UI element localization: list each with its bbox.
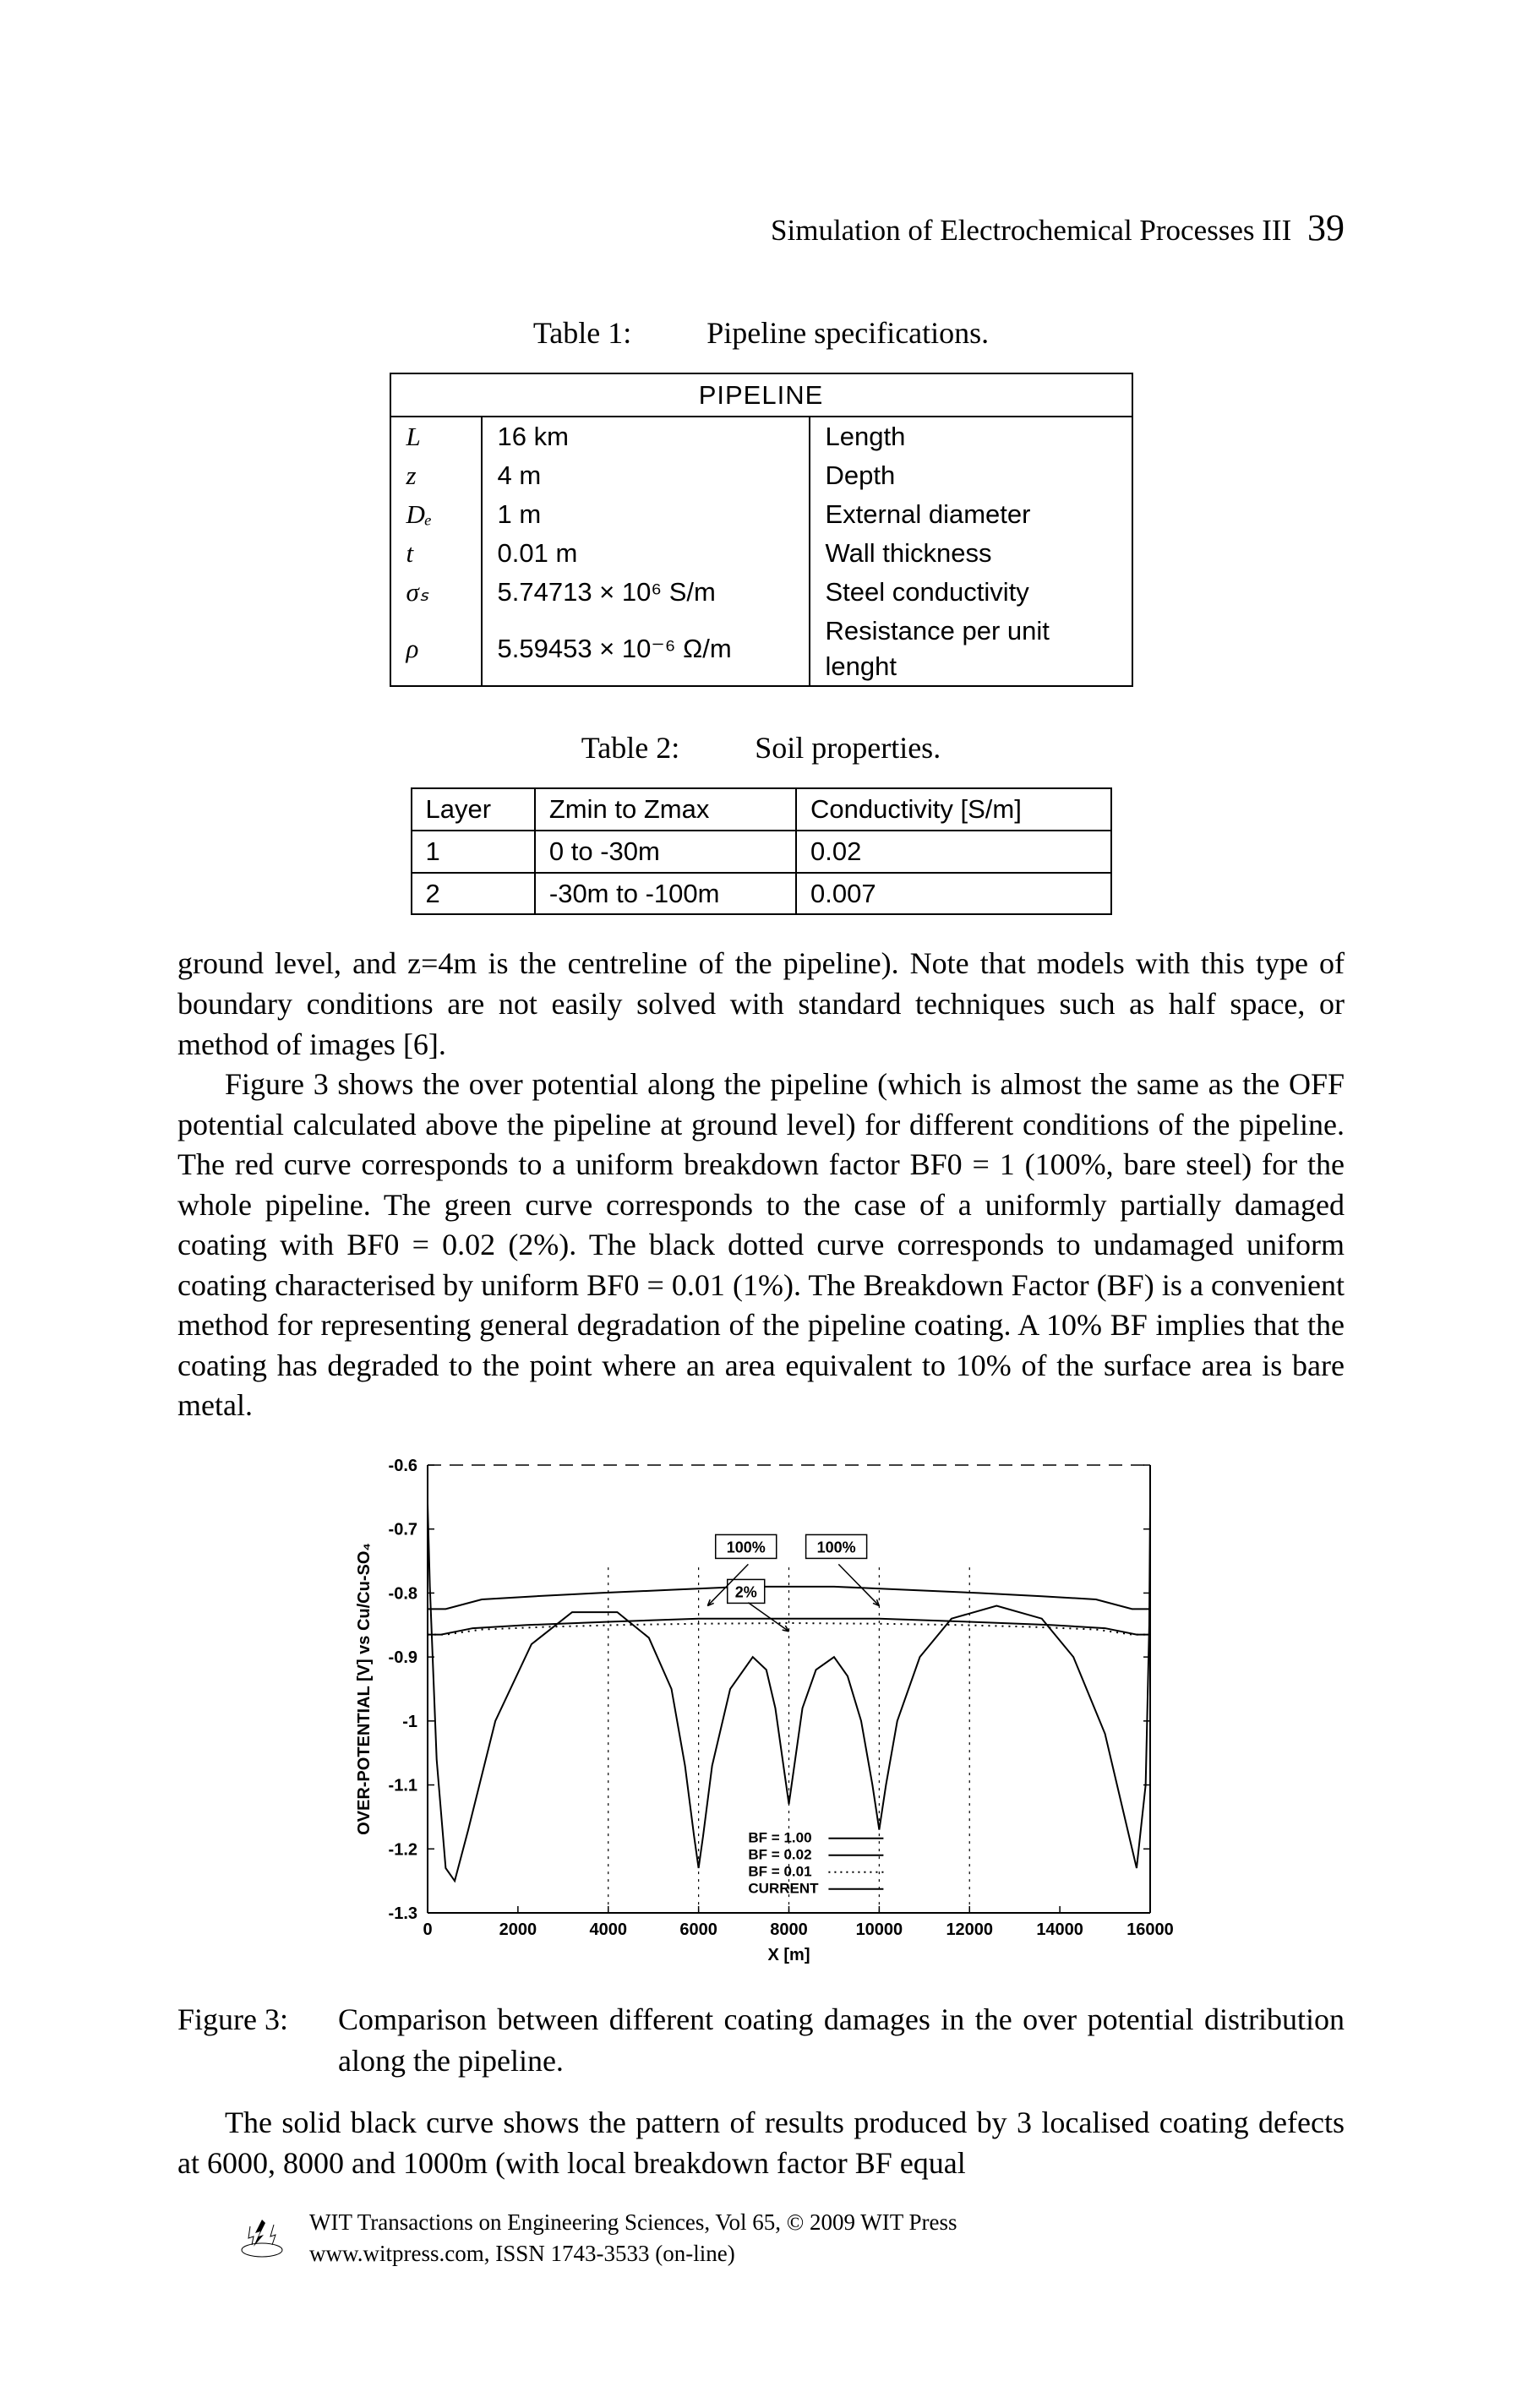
cell-symbol: Dₑ bbox=[390, 495, 482, 534]
table1-title: Pipeline specifications. bbox=[706, 316, 989, 350]
svg-text:12000: 12000 bbox=[946, 1920, 993, 1939]
cell-value: 16 km bbox=[482, 417, 810, 456]
column-header: Layer bbox=[412, 788, 535, 831]
cell: 1 bbox=[412, 831, 535, 873]
table-row: σₛ5.74713 × 10⁶ S/mSteel conductivity bbox=[390, 573, 1132, 612]
svg-text:BF = 1.00: BF = 1.00 bbox=[748, 1829, 811, 1845]
table-row: 2-30m to -100m0.007 bbox=[412, 873, 1111, 915]
table2-label: Table 2: bbox=[581, 727, 679, 769]
column-header: Zmin to Zmax bbox=[535, 788, 796, 831]
table2-caption: Table 2: Soil properties. bbox=[177, 727, 1345, 769]
cell-symbol: z bbox=[390, 456, 482, 495]
cell-symbol: L bbox=[390, 417, 482, 456]
cell-desc: Wall thickness bbox=[810, 534, 1132, 573]
svg-text:-1.1: -1.1 bbox=[388, 1776, 417, 1795]
pipeline-table-title: PIPELINE bbox=[390, 373, 1132, 417]
cell: 0 to -30m bbox=[535, 831, 796, 873]
cell: 2 bbox=[412, 873, 535, 915]
cell: 0.02 bbox=[796, 831, 1110, 873]
svg-text:10000: 10000 bbox=[855, 1920, 903, 1939]
table2-title: Soil properties. bbox=[755, 731, 941, 765]
figure3-label: Figure 3: bbox=[177, 1999, 338, 2081]
cell-value: 1 m bbox=[482, 495, 810, 534]
svg-text:16000: 16000 bbox=[1126, 1920, 1174, 1939]
pipeline-table: PIPELINE L16 kmLengthz4 mDepthDₑ1 mExter… bbox=[390, 373, 1133, 688]
footer-text: WIT Transactions on Engineering Sciences… bbox=[309, 2207, 957, 2269]
figure3-svg: -1.3 -1.2 -1.1 -1 -0.9 -0.8 -0.7 -0.6 0 2000 4000 6… bbox=[347, 1448, 1176, 1972]
main-content: Table 1: Pipeline specifications. PIPELI… bbox=[177, 313, 1345, 2183]
figure3-caption: Figure 3: Comparison between different c… bbox=[177, 1999, 1345, 2081]
table1-caption: Table 1: Pipeline specifications. bbox=[177, 313, 1345, 354]
table-row: t0.01 mWall thickness bbox=[390, 534, 1132, 573]
svg-text:-0.6: -0.6 bbox=[388, 1457, 417, 1475]
footer: WIT Transactions on Engineering Sciences… bbox=[237, 2207, 957, 2269]
cell-desc: Steel conductivity bbox=[810, 573, 1132, 612]
table-row: Dₑ1 mExternal diameter bbox=[390, 495, 1132, 534]
table-row: ρ5.59453 × 10⁻⁶ Ω/mResistance per unit l… bbox=[390, 612, 1132, 687]
svg-text:6000: 6000 bbox=[679, 1920, 717, 1939]
svg-text:-0.7: -0.7 bbox=[388, 1520, 417, 1539]
svg-text:100%: 100% bbox=[816, 1539, 855, 1555]
cell-symbol: t bbox=[390, 534, 482, 573]
svg-text:2000: 2000 bbox=[499, 1920, 537, 1939]
table1-label: Table 1: bbox=[533, 313, 631, 354]
cell-symbol: ρ bbox=[390, 612, 482, 687]
footer-line1: WIT Transactions on Engineering Sciences… bbox=[309, 2209, 957, 2235]
cell-value: 0.01 m bbox=[482, 534, 810, 573]
footer-line2: www.witpress.com, ISSN 1743-3533 (on-lin… bbox=[309, 2241, 735, 2266]
cell-desc: Length bbox=[810, 417, 1132, 456]
svg-text:-1: -1 bbox=[402, 1713, 417, 1731]
wit-logo-icon bbox=[237, 2216, 287, 2260]
figure3-chart: -1.3 -1.2 -1.1 -1 -0.9 -0.8 -0.7 -0.6 0 2000 4000 6… bbox=[347, 1448, 1176, 1982]
soil-table: LayerZmin to ZmaxConductivity [S/m] 10 t… bbox=[411, 787, 1112, 916]
paragraph-1: ground level, and z=4m is the centreline… bbox=[177, 944, 1345, 1065]
cell-symbol: σₛ bbox=[390, 573, 482, 612]
svg-text:BF = 0.02: BF = 0.02 bbox=[748, 1846, 811, 1862]
svg-text:-1.2: -1.2 bbox=[388, 1840, 417, 1859]
running-title: Simulation of Electrochemical Processes … bbox=[771, 214, 1291, 247]
svg-text:2%: 2% bbox=[734, 1583, 756, 1600]
running-head: Simulation of Electrochemical Processes … bbox=[771, 203, 1345, 253]
table-row: L16 kmLength bbox=[390, 417, 1132, 456]
svg-text:14000: 14000 bbox=[1036, 1920, 1083, 1939]
svg-text:0: 0 bbox=[423, 1920, 432, 1939]
cell-desc: External diameter bbox=[810, 495, 1132, 534]
paragraph-2: Figure 3 shows the over potential along … bbox=[177, 1065, 1345, 1426]
cell-desc: Resistance per unit lenght bbox=[810, 612, 1132, 687]
svg-text:-1.3: -1.3 bbox=[388, 1904, 417, 1923]
figure3-title: Comparison between different coating dam… bbox=[338, 1999, 1345, 2081]
cell-desc: Depth bbox=[810, 456, 1132, 495]
cell-value: 4 m bbox=[482, 456, 810, 495]
paragraph-3: The solid black curve shows the pattern … bbox=[177, 2103, 1345, 2183]
svg-text:-0.8: -0.8 bbox=[388, 1584, 417, 1603]
svg-text:-0.9: -0.9 bbox=[388, 1648, 417, 1667]
svg-text:4000: 4000 bbox=[589, 1920, 627, 1939]
svg-text:100%: 100% bbox=[726, 1539, 765, 1555]
page-number: 39 bbox=[1307, 207, 1345, 248]
cell: 0.007 bbox=[796, 873, 1110, 915]
page: Simulation of Electrochemical Processes … bbox=[0, 0, 1522, 2408]
svg-text:X [m]: X [m] bbox=[767, 1946, 810, 1964]
table-row: 10 to -30m0.02 bbox=[412, 831, 1111, 873]
svg-text:BF = 0.01: BF = 0.01 bbox=[748, 1863, 811, 1879]
svg-text:OVER-POTENTIAL [V] vs Cu/Cu-SO: OVER-POTENTIAL [V] vs Cu/Cu-SO₄ bbox=[355, 1543, 374, 1835]
table-row: z4 mDepth bbox=[390, 456, 1132, 495]
column-header: Conductivity [S/m] bbox=[796, 788, 1110, 831]
cell-value: 5.59453 × 10⁻⁶ Ω/m bbox=[482, 612, 810, 687]
svg-text:CURRENT: CURRENT bbox=[748, 1880, 819, 1896]
svg-text:8000: 8000 bbox=[770, 1920, 808, 1939]
cell-value: 5.74713 × 10⁶ S/m bbox=[482, 573, 810, 612]
cell: -30m to -100m bbox=[535, 873, 796, 915]
